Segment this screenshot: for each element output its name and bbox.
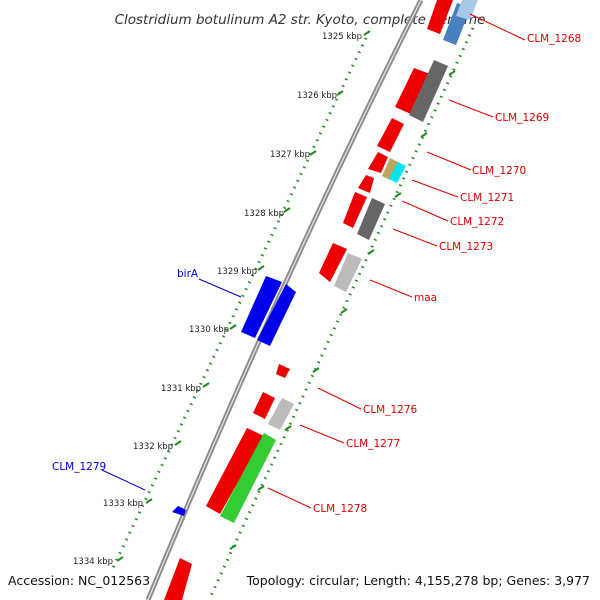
leader-line <box>317 387 362 410</box>
gene-arrow-red <box>343 192 367 228</box>
gene-label-clm1273: CLM_1273 <box>439 241 493 253</box>
kbp-tick-label: 1334 kbp <box>73 557 113 567</box>
gene-arrow-red <box>358 175 374 193</box>
kbp-tick-mark <box>257 265 265 271</box>
genome-title: Clostridium botulinum A2 str. Kyoto, com… <box>115 12 486 28</box>
kbp-tick-mark <box>116 556 124 562</box>
kbp-ticks: 1325 kbp 1326 kbp 1327 kbp 1328 kbp 1329… <box>73 30 371 567</box>
gene-arrow-dark-gray <box>409 60 448 122</box>
kbp-tick-label: 1333 kbp <box>103 499 143 509</box>
leader-line <box>411 179 459 198</box>
kbp-tick-mark <box>229 324 237 330</box>
gene-arrow-red <box>427 0 453 34</box>
gene-arrow-red <box>206 428 264 514</box>
gene-arrow-light-gray <box>268 398 294 430</box>
kbp-tick-mark <box>145 498 153 504</box>
outer-tick-mark <box>448 70 456 76</box>
gene-arrow-blue <box>172 506 186 516</box>
leader-line <box>198 278 242 298</box>
topology-text: Topology: circular; Length: 4,155,278 bp… <box>246 573 590 588</box>
gene-arrow-red <box>368 152 388 173</box>
outer-tick-mark <box>394 192 402 198</box>
leader-line <box>401 200 449 222</box>
outer-tick-mark <box>340 308 348 314</box>
leader-line <box>426 151 472 171</box>
kbp-tick-label: 1328 kbp <box>244 209 284 219</box>
gene-label-clm1278: CLM_1278 <box>313 503 367 515</box>
kbp-tick-label: 1327 kbp <box>270 150 310 160</box>
gene-arrow-cyan <box>389 162 406 183</box>
gene-label-maa: maa <box>414 292 437 304</box>
gene-arrow-red <box>395 68 430 114</box>
outer-tick-mark <box>257 485 265 491</box>
gene-arrow-red <box>164 558 192 600</box>
gene-label-clm1279: CLM_1279 <box>52 461 106 473</box>
outer-tick-mark <box>229 544 237 550</box>
gene-arrow-dark-gray <box>357 198 385 240</box>
gene-arrow-light-gray <box>334 253 362 292</box>
kbp-tick-mark <box>363 30 371 36</box>
leader-line <box>369 279 413 298</box>
accession-text: Accession: NC_012563 <box>8 573 151 588</box>
gene-arrow-red <box>276 364 290 378</box>
outer-tick-mark <box>367 249 375 255</box>
gene-arrow-blue <box>257 284 296 346</box>
gene-labels: CLM_1268 CLM_1269 CLM_1270 CLM_1271 CLM_… <box>52 33 581 515</box>
outer-tick-mark <box>312 367 320 373</box>
leader-line <box>267 487 312 509</box>
gene-label-clm1277: CLM_1277 <box>346 438 400 450</box>
tick-tracks <box>109 27 475 600</box>
kbp-tick-label: 1330 kbp <box>189 325 229 335</box>
gene-arrow-red <box>377 118 404 152</box>
leader-line <box>101 469 146 491</box>
gene-arrow-green <box>220 433 276 523</box>
kbp-tick-label: 1331 kbp <box>161 384 201 394</box>
gene-label-clm1271: CLM_1271 <box>460 192 514 204</box>
gene-features <box>164 0 478 600</box>
gene-label-clm1270: CLM_1270 <box>472 165 526 177</box>
kbp-tick-mark <box>202 382 210 388</box>
outer-tick-mark <box>420 132 428 138</box>
leader-line <box>469 13 526 41</box>
kbp-tick-label: 1325 kbp <box>322 32 362 42</box>
gene-arrow-red <box>253 392 275 419</box>
label-leaders <box>101 13 526 509</box>
leader-line <box>448 99 494 118</box>
gene-label-clm1272: CLM_1272 <box>450 216 504 228</box>
gene-arrow-light-blue <box>456 0 478 20</box>
leader-line <box>299 424 345 444</box>
outer-tick-mark <box>284 425 292 431</box>
gene-arrow-red <box>319 243 347 282</box>
gene-label-clm1276: CLM_1276 <box>363 404 418 416</box>
kbp-tick-mark <box>283 207 291 213</box>
kbp-tick-label: 1329 kbp <box>217 267 257 277</box>
kbp-tick-label: 1332 kbp <box>133 442 173 452</box>
inner-dotted-track <box>109 37 368 573</box>
gene-label-bira: birA <box>177 268 199 280</box>
kbp-tick-mark <box>174 440 182 446</box>
kbp-tick-label: 1326 kbp <box>297 91 337 101</box>
gene-arrow-blue <box>241 276 282 338</box>
kbp-tick-mark <box>336 90 344 96</box>
gene-label-clm1269: CLM_1269 <box>495 112 549 124</box>
kbp-tick-mark <box>309 150 317 156</box>
gene-label-clm1268: CLM_1268 <box>527 33 581 45</box>
gene-arrow-khaki <box>382 158 398 180</box>
outer-track-dashes <box>229 70 456 550</box>
leader-line <box>392 228 438 247</box>
